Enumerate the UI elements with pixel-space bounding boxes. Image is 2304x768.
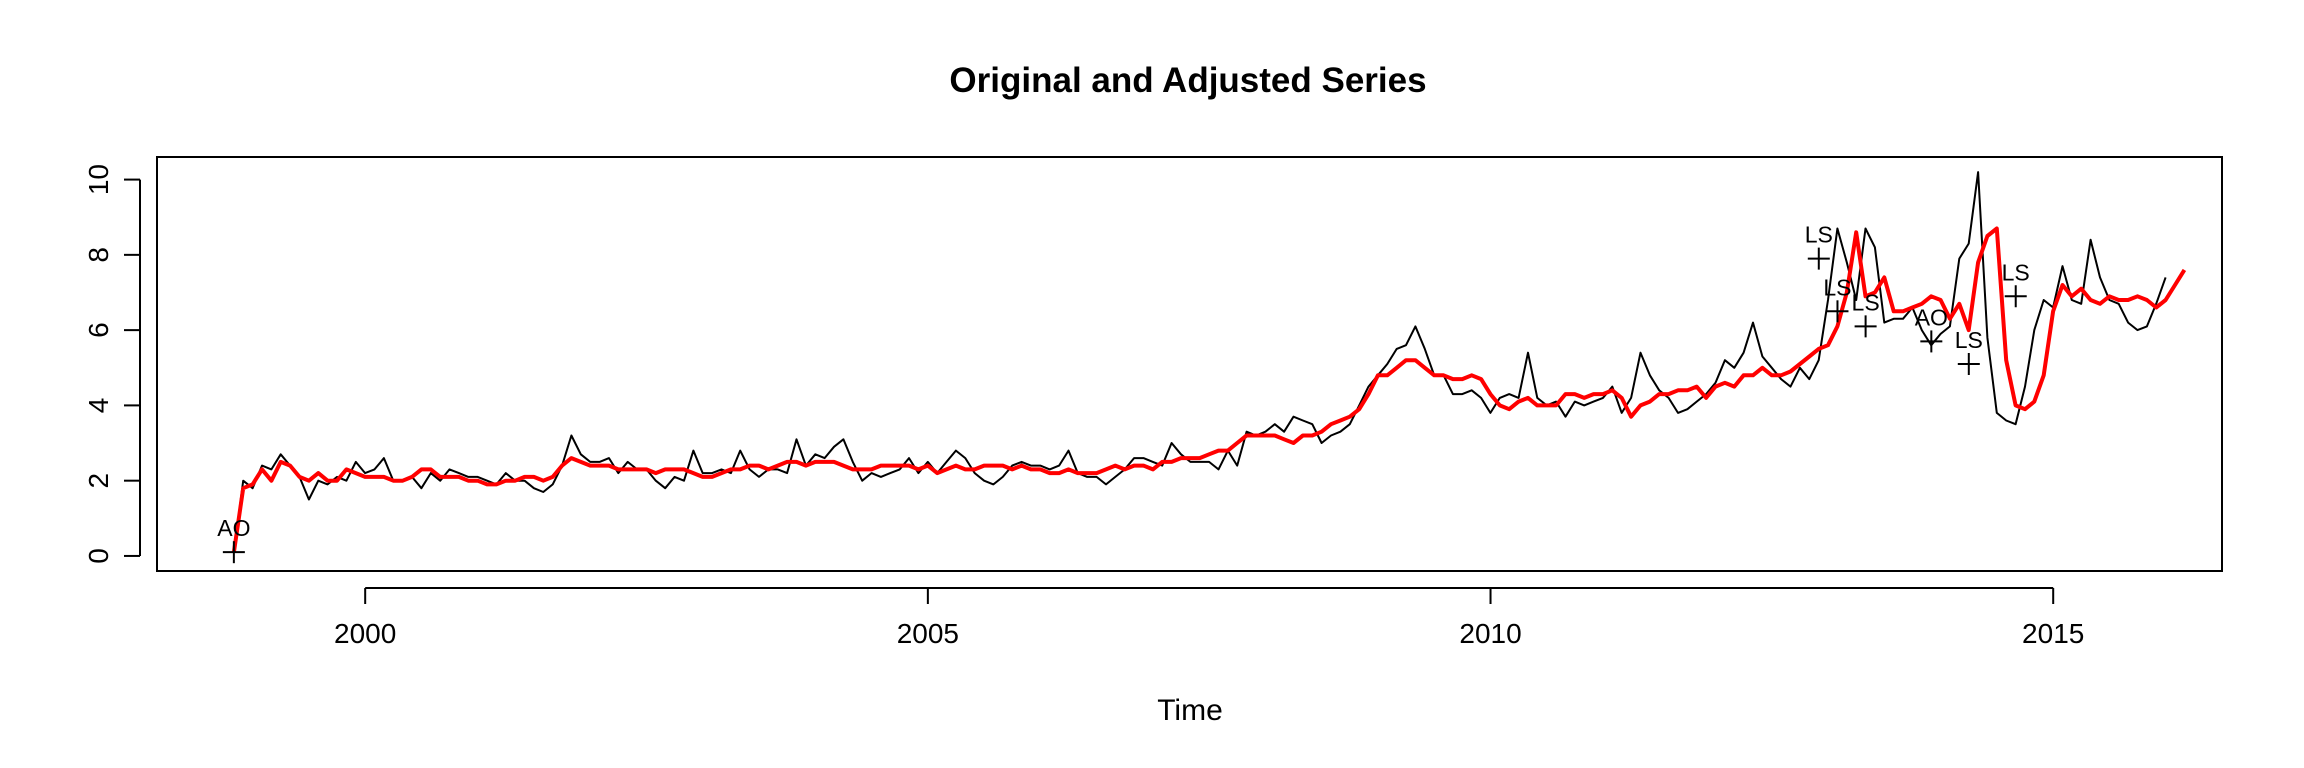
series-line-original	[232, 171, 2167, 553]
outlier-label: LS	[2002, 259, 2030, 285]
x-tick-label: 2000	[334, 618, 396, 649]
outlier-label: LS	[1805, 222, 1833, 248]
chart-title: Original and Adjusted Series	[949, 61, 1426, 100]
y-tick-label: 2	[83, 473, 114, 489]
y-tick-label: 6	[83, 322, 114, 338]
y-tick-label: 4	[83, 398, 114, 414]
outlier-label: LS	[1852, 289, 1880, 315]
y-tick-label: 8	[83, 247, 114, 263]
outlier-label: AO	[217, 515, 250, 541]
outlier-label: LS	[1823, 274, 1851, 300]
series-line-adjusted	[231, 226, 2187, 553]
plot-frame	[156, 156, 2223, 572]
y-tick-label: 10	[83, 164, 114, 195]
outlier-label: LS	[1955, 327, 1983, 353]
x-tick-label: 2010	[1459, 618, 1521, 649]
x-tick-label: 2015	[2022, 618, 2084, 649]
outlier-label: AO	[1915, 304, 1948, 330]
x-tick-label: 2005	[897, 618, 959, 649]
x-axis-label: Time	[1157, 694, 1223, 727]
y-tick-label: 0	[83, 548, 114, 564]
